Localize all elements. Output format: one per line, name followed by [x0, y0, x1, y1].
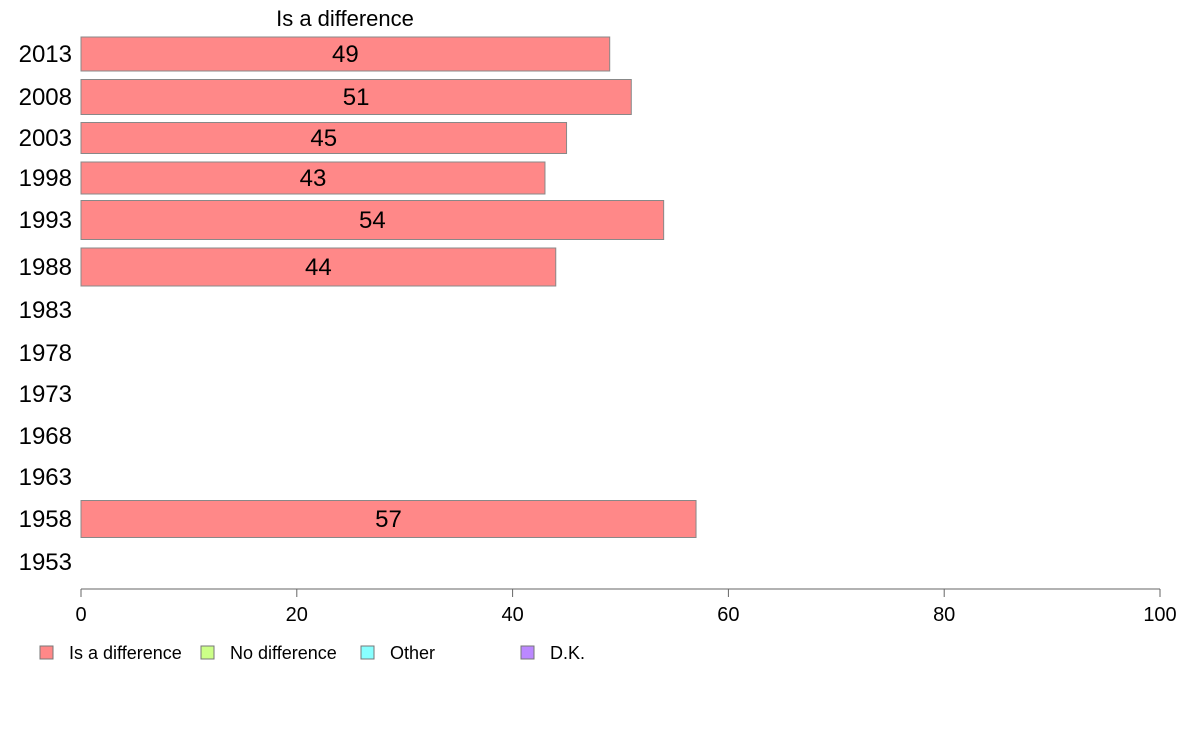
- legend-label-is-a-difference: Is a difference: [69, 643, 182, 663]
- x-tick-label-80: 80: [933, 604, 955, 626]
- data-label-2003: 45: [310, 125, 337, 152]
- legend-swatch-no-difference: [200, 645, 215, 660]
- bar-1993: [80, 200, 665, 240]
- data-label-2008: 51: [343, 84, 370, 111]
- x-tick-label-20: 20: [286, 604, 308, 626]
- category-label-2013: 2013: [19, 41, 72, 68]
- bar-2013: [80, 36, 611, 72]
- category-label-1973: 1973: [19, 381, 72, 408]
- legend-swatch-d-k: [520, 645, 535, 660]
- legend-swatch-other: [360, 645, 375, 660]
- category-label-2003: 2003: [19, 125, 72, 152]
- category-label-1978: 1978: [19, 340, 72, 367]
- category-label-1968: 1968: [19, 423, 72, 450]
- category-label-1988: 1988: [19, 254, 72, 281]
- chart-title: Is a difference: [276, 6, 414, 31]
- category-label-1958: 1958: [19, 506, 72, 533]
- data-label-1988: 44: [305, 254, 332, 281]
- x-tick-label-60: 60: [717, 604, 739, 626]
- bar-2003: [80, 122, 568, 154]
- legend-label-d-k: D.K.: [550, 643, 585, 663]
- bar-1998: [80, 161, 546, 195]
- category-labels: 2013 2008 2003 1998 1993 1988 1983 1978 1973 1968…: [19, 41, 72, 576]
- legend: Is a difference No difference Other D.K.: [39, 643, 585, 663]
- legend-swatch-is-a-difference: [39, 645, 54, 660]
- bar-1988: [80, 247, 557, 287]
- legend-label-other: Other: [390, 643, 435, 663]
- x-axis: 0 20 40 60 80 100: [75, 588, 1177, 626]
- bar-1958: [80, 500, 697, 538]
- data-label-1958: 57: [375, 506, 402, 533]
- category-label-1993: 1993: [19, 207, 72, 234]
- data-label-1998: 43: [300, 165, 327, 192]
- x-tick-label-40: 40: [501, 604, 523, 626]
- data-label-2013: 49: [332, 41, 359, 68]
- bar-2008: [80, 79, 632, 115]
- category-label-1953: 1953: [19, 549, 72, 576]
- x-tick-label-100: 100: [1143, 604, 1176, 626]
- category-label-1963: 1963: [19, 464, 72, 491]
- category-label-1983: 1983: [19, 297, 72, 324]
- category-label-1998: 1998: [19, 165, 72, 192]
- category-label-2008: 2008: [19, 84, 72, 111]
- data-label-1993: 54: [359, 207, 386, 234]
- legend-label-no-difference: No difference: [230, 643, 337, 663]
- x-tick-label-0: 0: [75, 604, 86, 626]
